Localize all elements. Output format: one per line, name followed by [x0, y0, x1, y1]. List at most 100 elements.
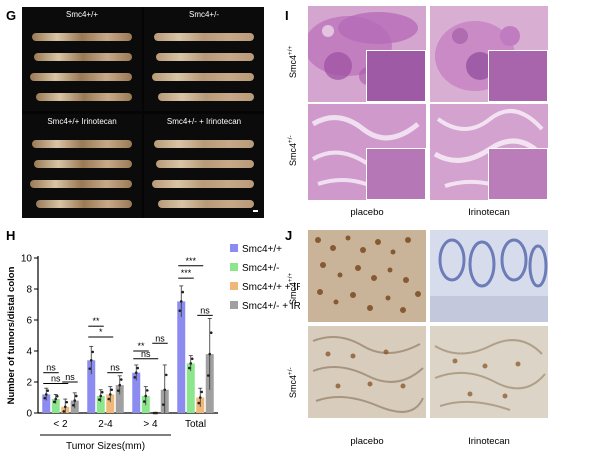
- data-point: [62, 410, 66, 413]
- bar: [177, 301, 186, 413]
- colon-photo-wt: Smc4+/+: [22, 7, 142, 111]
- zoom-inset: [366, 50, 426, 102]
- data-point: [197, 401, 201, 405]
- significance-label: ***: [181, 268, 192, 278]
- bar: [87, 360, 96, 413]
- colon-photo-label: Smc4+/+ Irinotecan: [47, 117, 117, 126]
- bar: [186, 363, 195, 413]
- y-tick-label: 2: [26, 378, 32, 389]
- data-point: [63, 405, 67, 409]
- data-point: [97, 398, 101, 401]
- tumor-count-bar-chart: 0 2 4 6 8 10 Number of tumors/distal colon < 2 2…: [6, 244, 300, 452]
- significance-label: ns: [110, 363, 120, 373]
- data-point: [99, 394, 103, 398]
- histo-j-col-label-placebo: placebo: [350, 436, 384, 447]
- data-point: [100, 390, 104, 394]
- histo-j-row-label-wt: Smc4+/+: [287, 272, 298, 305]
- data-point: [89, 359, 93, 362]
- legend-label: Smc4+/-: [242, 263, 280, 274]
- colon-photo-label: Smc4+/- + Irinotecan: [166, 117, 242, 126]
- y-tick-label: 6: [26, 316, 32, 327]
- scale-bar: [253, 210, 258, 212]
- zoom-inset: [488, 148, 548, 200]
- y-tick-label: 0: [26, 409, 32, 420]
- x-tick-label: > 4: [143, 419, 158, 430]
- data-point: [179, 300, 183, 303]
- colon-photo-label: Smc4+/+: [65, 10, 98, 19]
- bar: [51, 399, 60, 413]
- data-point: [178, 309, 182, 312]
- data-point: [65, 400, 69, 404]
- colon-photo-grid: Smc4+/+ Smc4+/- Smc4+/+ Irinotecan Smc4+…: [22, 7, 264, 218]
- data-point: [43, 396, 47, 400]
- data-point: [181, 290, 185, 294]
- y-tick-label: 4: [26, 347, 32, 358]
- panel-letter-i: I: [285, 8, 289, 23]
- histo-i-placebo-wt: [308, 6, 426, 102]
- histo-j-row-label-het: Smc4+/-: [287, 367, 298, 398]
- ihc-stain-image: [430, 230, 548, 322]
- data-point: [107, 397, 111, 401]
- data-point: [161, 403, 165, 406]
- data-point: [119, 378, 123, 381]
- histo-j-placebo-het: [308, 326, 426, 418]
- data-point: [206, 374, 210, 377]
- data-point: [189, 362, 193, 365]
- data-point: [190, 357, 194, 361]
- bar: [132, 372, 141, 413]
- legend-label: Smc4+/- + IRI: [242, 301, 300, 312]
- data-point: [46, 389, 50, 392]
- colon-specimen: [32, 33, 132, 41]
- significance-label: **: [137, 341, 145, 351]
- histo-i-row-label-wt: Smc4+/+: [287, 45, 298, 78]
- data-point: [74, 394, 78, 398]
- histo-i-placebo-het: [308, 104, 426, 200]
- legend-swatch: [230, 244, 238, 252]
- data-point: [133, 376, 137, 379]
- legend-swatch: [230, 301, 238, 309]
- legend-label: Smc4+/+: [242, 244, 282, 255]
- data-point: [144, 394, 148, 398]
- significance-label: *: [99, 327, 103, 337]
- zoom-inset: [366, 148, 426, 200]
- colon-specimen: [34, 160, 132, 168]
- data-point: [116, 389, 120, 392]
- significance-label: ns: [51, 374, 61, 384]
- y-tick-label: 10: [21, 254, 33, 265]
- colon-photo-het-irinotecan: Smc4+/- + Irinotecan: [144, 114, 264, 218]
- colon-specimen: [152, 180, 254, 188]
- x-axis-title: Tumor Sizes(mm): [66, 441, 145, 452]
- colon-photo-label: Smc4+/-: [188, 10, 219, 19]
- colon-specimen: [156, 53, 254, 61]
- bar: [96, 395, 105, 413]
- colon-specimen: [154, 140, 254, 148]
- data-point: [134, 371, 138, 374]
- colon-specimen: [156, 160, 254, 168]
- colon-specimen: [32, 140, 132, 148]
- data-point: [91, 350, 95, 354]
- data-point: [145, 389, 149, 392]
- significance-label: ns: [141, 349, 151, 359]
- colon-specimen: [34, 53, 132, 61]
- colon-photo-wt-irinotecan: Smc4+/+ Irinotecan: [22, 114, 142, 218]
- data-point: [142, 400, 146, 403]
- significance-label: **: [92, 316, 100, 326]
- colon-photo-het: Smc4+/-: [144, 7, 264, 111]
- panel-letter-g: G: [6, 8, 17, 23]
- colon-specimen: [158, 200, 254, 208]
- legend-swatch: [230, 282, 238, 290]
- y-axis-title: Number of tumors/distal colon: [6, 266, 17, 404]
- panel-letter-h: H: [6, 228, 16, 243]
- histo-i-irinotecan-het: [430, 104, 548, 200]
- histo-i-row-label-het: Smc4+/-: [287, 135, 298, 166]
- histo-j-irinotecan-het: [430, 326, 548, 418]
- data-point: [155, 411, 159, 415]
- data-point: [200, 390, 204, 394]
- legend-label: Smc4+/+ + IRI: [242, 282, 300, 293]
- significance-label: ns: [46, 363, 56, 373]
- histo-i-irinotecan-wt: [430, 6, 548, 102]
- data-point: [73, 399, 77, 402]
- significance-label: ns: [155, 333, 165, 343]
- x-tick-label: 2-4: [98, 419, 113, 430]
- colon-specimen: [152, 73, 254, 81]
